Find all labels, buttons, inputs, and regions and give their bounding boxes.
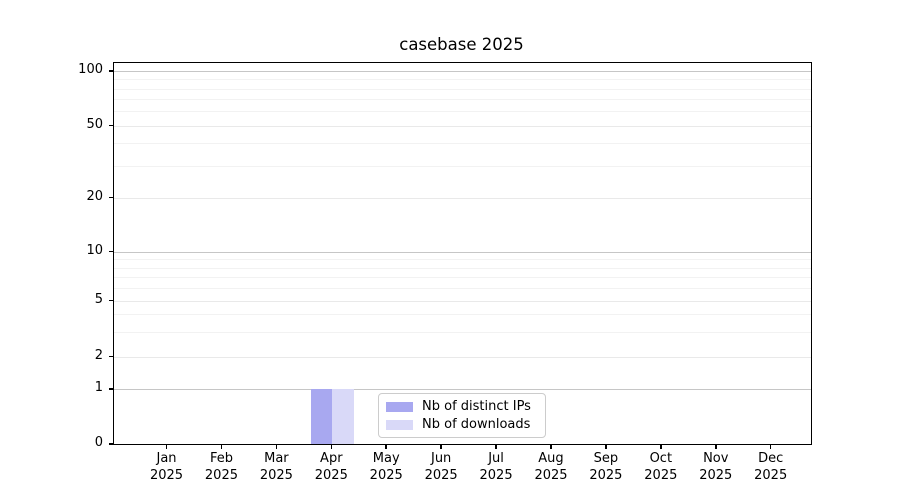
gridline-y-10 bbox=[114, 251, 811, 253]
x-tick-label-sep: Sep 2025 bbox=[589, 451, 623, 483]
x-tick-mark bbox=[660, 444, 662, 449]
x-tick-label-jan: Jan 2025 bbox=[149, 451, 184, 483]
y-tick-label: 2 bbox=[94, 347, 103, 363]
x-tick-mark bbox=[220, 444, 223, 449]
y-tick-mark bbox=[109, 124, 114, 127]
bar-nb-of-distinct-ips-apr bbox=[310, 389, 333, 444]
bar-nb-of-downloads-apr bbox=[332, 389, 354, 444]
x-tick-mark bbox=[165, 444, 168, 449]
gridline-y-5 bbox=[114, 300, 811, 302]
y-tick-mark bbox=[109, 196, 114, 199]
y-tick-label: 1 bbox=[94, 380, 103, 396]
y-tick-label: 0 bbox=[94, 435, 103, 450]
x-tick-label-nov: Nov 2025 bbox=[699, 451, 733, 483]
gridline-y-1 bbox=[114, 389, 811, 391]
legend-swatch-distinct-ips bbox=[386, 401, 413, 412]
y-tick-mark bbox=[109, 70, 114, 72]
x-tick-label-mar: Mar 2025 bbox=[259, 451, 293, 483]
gridline-y-100 bbox=[114, 71, 811, 72]
x-tick-label-apr: Apr 2025 bbox=[314, 451, 348, 483]
plot-area bbox=[113, 62, 812, 445]
minor-gridline bbox=[114, 88, 811, 90]
legend-entry-distinct-ips: Nb of distinct IPs bbox=[386, 399, 537, 414]
x-tick-label-may: May 2025 bbox=[369, 451, 403, 483]
y-tick-mark bbox=[109, 355, 114, 358]
x-tick-label-jul: Jul 2025 bbox=[479, 451, 513, 483]
x-tick-mark bbox=[440, 444, 442, 449]
legend: Nb of distinct IPs Nb of downloads bbox=[378, 393, 546, 438]
y-tick-mark bbox=[109, 299, 114, 302]
minor-gridline bbox=[114, 79, 811, 81]
x-tick-label-feb: Feb 2025 bbox=[204, 451, 238, 483]
minor-gridline bbox=[114, 111, 811, 112]
x-tick-mark bbox=[275, 444, 278, 449]
minor-gridline bbox=[114, 314, 811, 316]
y-tick-label: 100 bbox=[78, 62, 103, 77]
minor-gridline bbox=[114, 165, 811, 167]
x-tick-mark bbox=[715, 444, 717, 449]
y-tick-mark bbox=[109, 443, 114, 445]
x-tick-label-aug: Aug 2025 bbox=[534, 451, 568, 483]
y-tick-label: 5 bbox=[94, 291, 103, 307]
minor-gridline bbox=[114, 267, 811, 269]
y-tick-mark bbox=[109, 388, 114, 390]
x-tick-mark bbox=[385, 444, 387, 449]
y-tick-label: 50 bbox=[86, 116, 103, 132]
gridline-y-50 bbox=[114, 125, 811, 127]
x-tick-mark bbox=[550, 444, 552, 449]
y-tick-label: 10 bbox=[86, 242, 103, 258]
legend-swatch-downloads bbox=[386, 419, 413, 430]
x-tick-mark bbox=[605, 444, 607, 449]
gridline-y-20 bbox=[114, 197, 811, 199]
x-tick-label-dec: Dec 2025 bbox=[754, 451, 788, 483]
minor-gridline bbox=[114, 331, 811, 333]
minor-gridline bbox=[114, 287, 811, 289]
y-tick-mark bbox=[109, 250, 114, 253]
y-tick-label: 20 bbox=[86, 188, 103, 204]
x-tick-label-oct: Oct 2025 bbox=[644, 451, 678, 483]
minor-gridline bbox=[114, 98, 811, 100]
legend-label-downloads: Nb of downloads bbox=[422, 417, 531, 432]
x-tick-mark bbox=[769, 444, 772, 449]
minor-gridline bbox=[114, 143, 811, 145]
x-tick-mark bbox=[330, 444, 333, 449]
gridline-y-2 bbox=[114, 356, 811, 358]
minor-gridline bbox=[114, 259, 811, 261]
minor-gridline bbox=[114, 277, 811, 279]
x-tick-label-jun: Jun 2025 bbox=[424, 451, 458, 483]
x-tick-mark bbox=[495, 444, 497, 449]
chart-title: casebase 2025 bbox=[399, 35, 524, 54]
legend-label-distinct-ips: Nb of distinct IPs bbox=[422, 399, 531, 414]
legend-entry-downloads: Nb of downloads bbox=[386, 417, 537, 432]
